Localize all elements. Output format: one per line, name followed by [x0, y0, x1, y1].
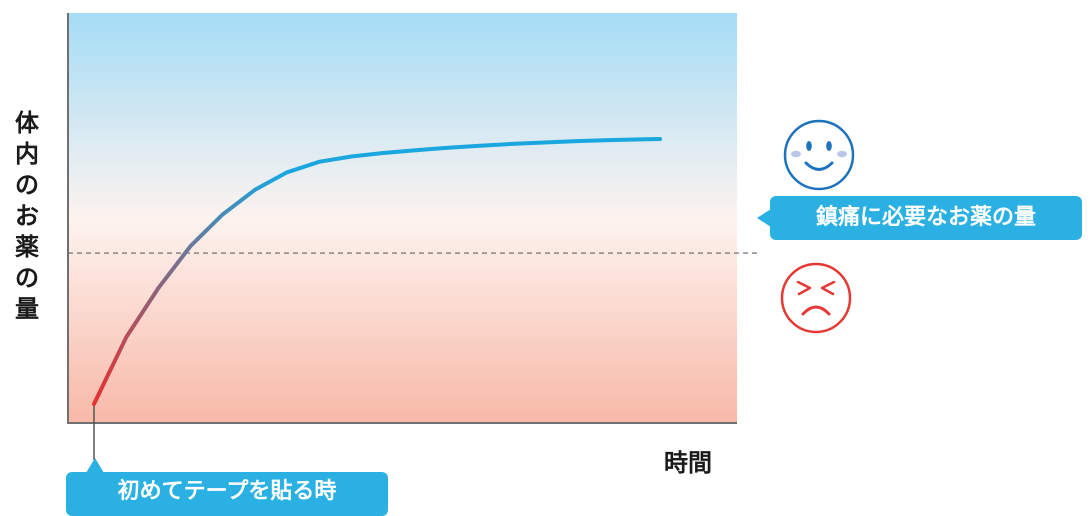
smiley-face-icon	[783, 119, 855, 191]
y-axis-label: 体 内 の お 薬 の 量	[10, 108, 44, 325]
y-axis-label-char: の	[15, 264, 39, 292]
y-axis-label-char: 体	[15, 109, 39, 137]
y-axis-label-char: の	[15, 171, 39, 199]
threshold-label: 鎮痛に必要なお薬の量	[757, 196, 1082, 240]
plot-background	[68, 13, 737, 423]
frowning-face-icon	[780, 262, 852, 334]
y-axis-label-char: 薬	[15, 233, 39, 261]
y-axis-label-char: お	[15, 202, 39, 230]
y-axis-label-char: 量	[15, 295, 39, 323]
series-line	[92, 137, 662, 406]
x-axis-label: 時間	[664, 449, 712, 477]
start-marker-label: 初めてテープを貼る時	[66, 458, 388, 516]
y-axis-label-char: 内	[15, 140, 39, 168]
